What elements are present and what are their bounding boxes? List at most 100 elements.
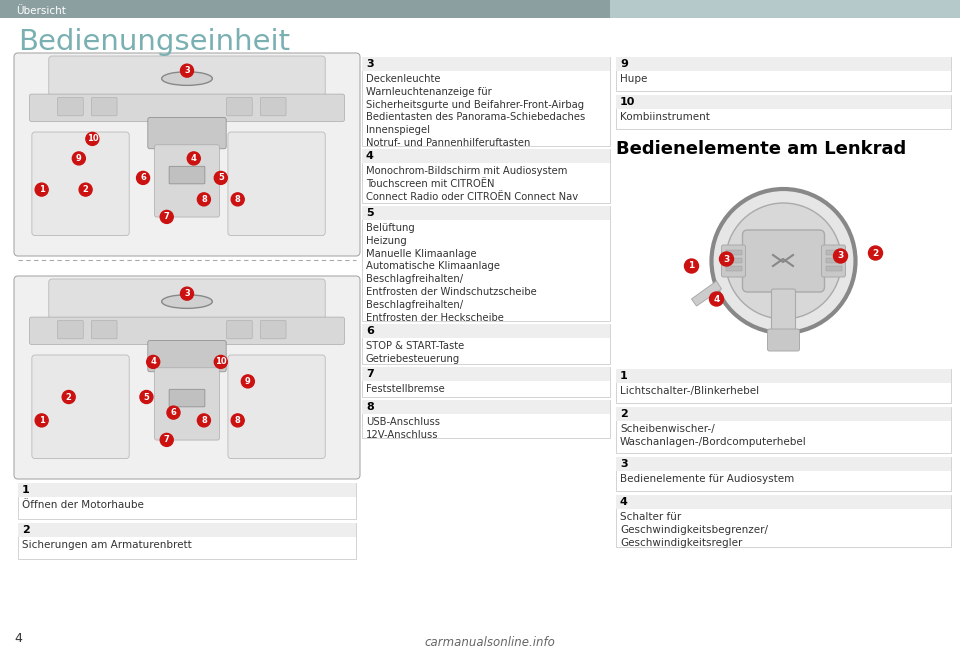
Text: 3: 3 <box>366 59 373 69</box>
FancyBboxPatch shape <box>362 149 610 203</box>
FancyBboxPatch shape <box>826 266 842 271</box>
Text: 10: 10 <box>620 97 636 107</box>
FancyBboxPatch shape <box>18 523 356 559</box>
Text: 7: 7 <box>366 369 373 379</box>
Circle shape <box>160 434 173 447</box>
FancyBboxPatch shape <box>616 495 951 509</box>
Text: 8: 8 <box>235 416 241 425</box>
FancyBboxPatch shape <box>616 407 951 421</box>
FancyBboxPatch shape <box>169 389 204 407</box>
FancyBboxPatch shape <box>260 97 286 116</box>
Text: 9: 9 <box>245 377 251 386</box>
Circle shape <box>72 152 85 165</box>
FancyBboxPatch shape <box>14 53 360 256</box>
FancyBboxPatch shape <box>616 57 951 71</box>
FancyBboxPatch shape <box>826 258 842 263</box>
Circle shape <box>198 414 210 427</box>
Circle shape <box>85 132 99 145</box>
Ellipse shape <box>161 295 212 308</box>
Circle shape <box>711 189 855 333</box>
FancyBboxPatch shape <box>616 457 951 491</box>
Circle shape <box>726 203 842 319</box>
Text: 7: 7 <box>164 212 170 221</box>
Text: USB-Anschluss
12V-Anschluss: USB-Anschluss 12V-Anschluss <box>366 417 440 440</box>
Text: Feststellbremse: Feststellbremse <box>366 384 444 394</box>
FancyBboxPatch shape <box>58 97 84 116</box>
Text: Kombiinstrument: Kombiinstrument <box>620 112 709 122</box>
Text: Hupe: Hupe <box>620 74 647 84</box>
FancyBboxPatch shape <box>91 321 117 339</box>
Text: 4: 4 <box>713 295 720 304</box>
FancyBboxPatch shape <box>616 457 951 471</box>
Circle shape <box>62 391 75 404</box>
FancyBboxPatch shape <box>616 57 951 91</box>
FancyBboxPatch shape <box>616 95 951 129</box>
Circle shape <box>140 391 153 404</box>
FancyBboxPatch shape <box>227 97 252 116</box>
Text: Übersicht: Übersicht <box>16 6 66 16</box>
FancyBboxPatch shape <box>32 132 130 236</box>
Text: 8: 8 <box>235 195 241 204</box>
FancyBboxPatch shape <box>362 367 610 397</box>
Text: Bedienelemente für Audiosystem: Bedienelemente für Audiosystem <box>620 474 794 484</box>
FancyBboxPatch shape <box>30 94 345 121</box>
Circle shape <box>719 252 733 266</box>
FancyBboxPatch shape <box>767 329 800 351</box>
FancyBboxPatch shape <box>362 367 610 381</box>
FancyBboxPatch shape <box>727 247 841 275</box>
Circle shape <box>167 406 180 419</box>
Text: 4: 4 <box>14 631 22 644</box>
Circle shape <box>709 292 724 306</box>
FancyBboxPatch shape <box>32 355 130 458</box>
Text: 1: 1 <box>688 262 695 271</box>
Polygon shape <box>691 281 722 306</box>
Text: 6: 6 <box>366 326 373 336</box>
Text: 3: 3 <box>184 289 190 298</box>
Text: Scheibenwischer-/
Waschanlagen-/Bordcomputerhebel: Scheibenwischer-/ Waschanlagen-/Bordcomp… <box>620 424 806 447</box>
FancyBboxPatch shape <box>18 483 356 519</box>
FancyBboxPatch shape <box>18 483 356 497</box>
Text: 8: 8 <box>201 195 206 204</box>
Circle shape <box>160 210 173 223</box>
FancyBboxPatch shape <box>726 250 741 255</box>
Text: 5: 5 <box>143 393 150 402</box>
FancyBboxPatch shape <box>155 368 220 440</box>
FancyBboxPatch shape <box>362 206 610 220</box>
Text: 1: 1 <box>620 371 628 381</box>
FancyBboxPatch shape <box>616 407 951 453</box>
Text: 6: 6 <box>171 408 177 417</box>
Text: 4: 4 <box>191 154 197 163</box>
FancyBboxPatch shape <box>616 369 951 383</box>
Text: Sicherungen am Armaturenbrett: Sicherungen am Armaturenbrett <box>22 540 192 550</box>
Text: 4: 4 <box>620 497 628 507</box>
FancyBboxPatch shape <box>148 341 227 372</box>
FancyBboxPatch shape <box>14 276 360 479</box>
Text: STOP & START-Taste
Getriebesteuerung: STOP & START-Taste Getriebesteuerung <box>366 341 465 364</box>
Circle shape <box>180 64 194 77</box>
Text: 3: 3 <box>620 459 628 469</box>
FancyBboxPatch shape <box>228 132 325 236</box>
Text: 3: 3 <box>724 254 730 263</box>
FancyBboxPatch shape <box>616 369 951 403</box>
FancyBboxPatch shape <box>49 56 325 97</box>
FancyBboxPatch shape <box>742 230 825 292</box>
FancyBboxPatch shape <box>0 0 610 18</box>
Text: 8: 8 <box>366 402 373 412</box>
Text: 2: 2 <box>873 249 878 258</box>
Text: Bedienungseinheit: Bedienungseinheit <box>18 28 290 56</box>
FancyBboxPatch shape <box>362 206 610 321</box>
Ellipse shape <box>161 72 212 86</box>
Text: 3: 3 <box>184 66 190 75</box>
Text: 5: 5 <box>366 208 373 218</box>
FancyBboxPatch shape <box>772 289 796 335</box>
FancyBboxPatch shape <box>362 149 610 163</box>
FancyBboxPatch shape <box>260 321 286 339</box>
Text: 3: 3 <box>837 252 844 260</box>
Text: Lichtschalter-/Blinkerhebel: Lichtschalter-/Blinkerhebel <box>620 386 759 396</box>
FancyBboxPatch shape <box>18 523 356 537</box>
FancyBboxPatch shape <box>722 245 746 277</box>
FancyBboxPatch shape <box>362 400 610 438</box>
Text: 1: 1 <box>22 485 30 495</box>
FancyBboxPatch shape <box>169 166 204 184</box>
Circle shape <box>198 193 210 206</box>
